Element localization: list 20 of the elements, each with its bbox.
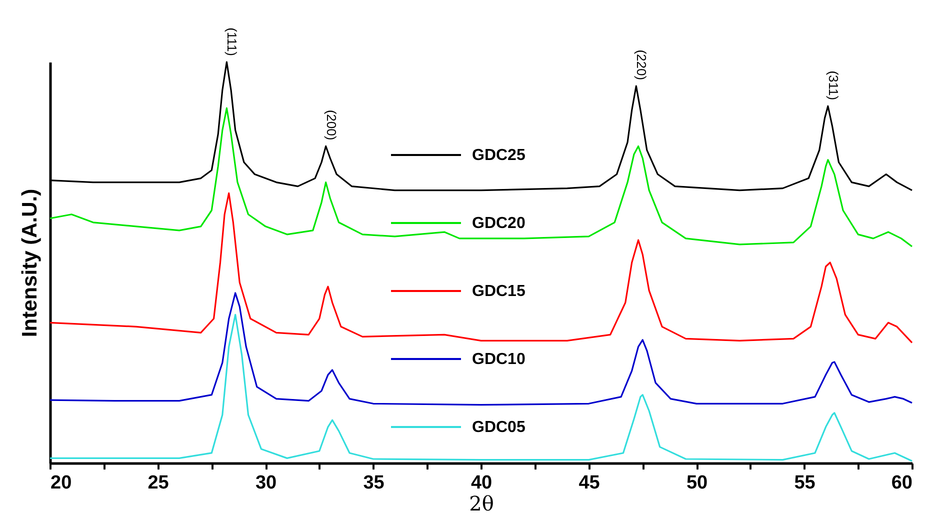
annotation: (311) — [826, 70, 841, 100]
x-tick-label: 25 — [148, 472, 170, 494]
x-tick-label: 20 — [50, 472, 72, 494]
annotation: (111) — [224, 28, 240, 56]
legend-label: GDC05 — [472, 419, 526, 436]
x-tick-label: 55 — [794, 472, 816, 494]
x-tick-label: 60 — [891, 472, 912, 494]
x-tick-label: 40 — [470, 472, 492, 494]
legend-label: GDC20 — [472, 215, 526, 232]
x-axis-title: 2θ — [469, 492, 494, 516]
legend-label: GDC10 — [472, 351, 526, 368]
legend-label: GDC25 — [472, 147, 526, 164]
legend-label: GDC15 — [472, 283, 526, 300]
y-axis-title: Intensity (A.U.) — [18, 188, 42, 338]
x-tick-label: 30 — [255, 472, 277, 494]
annotation: (200) — [324, 110, 339, 140]
x-tick-label: 45 — [578, 472, 600, 494]
x-tick-label: 50 — [686, 472, 708, 494]
annotation: (220) — [634, 50, 650, 80]
x-tick-label: 35 — [363, 472, 385, 494]
